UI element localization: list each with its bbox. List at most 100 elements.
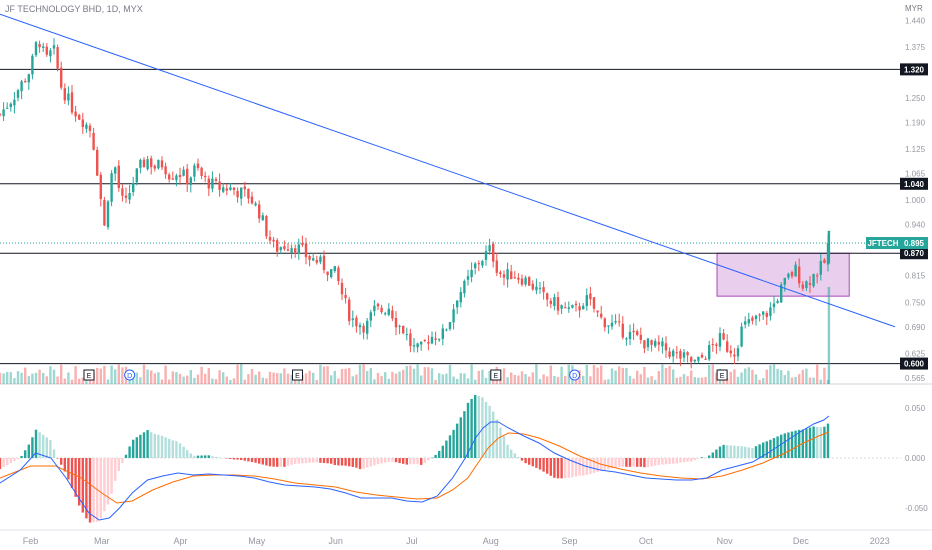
volume-bar [672, 369, 675, 384]
macd-histogram-bar [186, 450, 189, 458]
candle-body [459, 291, 462, 303]
macd-histogram-bar [34, 429, 38, 458]
earnings-marker: E [490, 369, 502, 381]
volume-bar [592, 365, 596, 384]
volume-bar [63, 378, 66, 384]
macd-histogram-bar [200, 455, 203, 458]
marker-shape [569, 369, 581, 381]
volume-bar [204, 373, 207, 384]
volume-bar [805, 368, 808, 384]
level-tag-label: 1.320 [904, 65, 925, 74]
candle-body [538, 287, 542, 289]
candle-body [805, 281, 808, 289]
candle-body [423, 340, 426, 342]
candle-body [571, 305, 574, 308]
macd-histogram-bar [384, 458, 387, 463]
candle-body [697, 356, 700, 361]
volume-bar [49, 366, 52, 384]
candle-body [751, 317, 754, 321]
volume-bar [268, 371, 272, 384]
candle-body [398, 325, 401, 327]
candle-body [668, 351, 671, 357]
volume-bar [27, 376, 30, 384]
candle-body [776, 300, 779, 303]
volume-bar [632, 378, 635, 384]
macd-histogram-bar [535, 458, 538, 468]
macd-histogram-bar [549, 458, 552, 476]
volume-bar [67, 372, 70, 384]
volume-bar [261, 377, 264, 384]
marker-shape [83, 369, 95, 381]
macd-histogram-bar [218, 457, 221, 458]
volume-bar [225, 376, 228, 384]
candle-body [402, 325, 405, 334]
candle-body [301, 243, 304, 246]
volume-bar [279, 373, 282, 384]
volume-bar [506, 377, 509, 384]
candle-body [42, 46, 45, 48]
macd-histogram-bar [513, 453, 516, 458]
macd-histogram-bar [146, 430, 149, 458]
volume-bar [780, 370, 783, 384]
volume-bar [272, 372, 275, 384]
volume-bar [121, 367, 124, 384]
macd-histogram-bar [150, 432, 153, 458]
candle-body [254, 203, 257, 206]
candle-body [207, 178, 210, 189]
candle-body [186, 168, 189, 185]
volume-bar [222, 372, 225, 384]
candle-body [283, 246, 286, 250]
macd-histogram-bar [88, 458, 92, 523]
volume-bar [769, 365, 772, 384]
earnings-marker: E [291, 369, 303, 381]
trendline[interactable] [0, 13, 896, 328]
macd-histogram-bar [700, 457, 704, 458]
candle-body [682, 352, 686, 358]
volume-bar [798, 374, 801, 384]
macd-histogram-bar [729, 445, 732, 458]
macd-histogram-bar [178, 443, 182, 458]
macd-histogram-bar [0, 458, 2, 469]
volume-bar [423, 367, 426, 384]
candle-body [628, 331, 632, 340]
macd-histogram-bar [567, 458, 570, 478]
volume-bar [441, 374, 444, 384]
macd-histogram-bar [826, 423, 830, 458]
candle-body [708, 345, 711, 360]
candle-body [178, 175, 182, 178]
candle-body [794, 264, 797, 277]
time-axis: Feb Mar Apr May Jun Jul Aug Sep Oct Nov Dec 2023 [23, 536, 890, 546]
macd-histogram-bar [589, 458, 592, 474]
macd-histogram-bar [243, 458, 246, 461]
volume-bar [790, 377, 794, 384]
marker-shape [716, 369, 728, 381]
macd-histogram-bar [495, 419, 498, 458]
macd-histogram-bar [265, 458, 268, 466]
macd-histogram-bar [175, 441, 178, 458]
volume-bar [394, 373, 398, 384]
candle-body [330, 269, 333, 278]
candle-body [564, 307, 567, 309]
volume-bar [445, 373, 448, 384]
candle-body [531, 283, 534, 290]
candle-body [250, 196, 254, 204]
volume-bar [538, 379, 542, 384]
candle-body [589, 293, 592, 300]
macd-histogram-bar [294, 458, 297, 464]
candle-body [819, 260, 822, 275]
candle-body [319, 256, 322, 263]
volume-bar [661, 364, 664, 384]
volume-bar [754, 374, 758, 384]
volume-bar [427, 367, 430, 384]
macd-histogram-bar [481, 397, 484, 458]
candle-body [704, 358, 707, 360]
volume-bar [254, 374, 257, 384]
macd-histogram-bar [754, 446, 758, 458]
candle-body [495, 260, 498, 273]
candle-body [661, 341, 664, 347]
dividend-marker: D [124, 369, 136, 381]
volume-bar [466, 378, 470, 384]
candle-body [366, 320, 369, 334]
level-tag-label: 0.600 [904, 360, 925, 369]
